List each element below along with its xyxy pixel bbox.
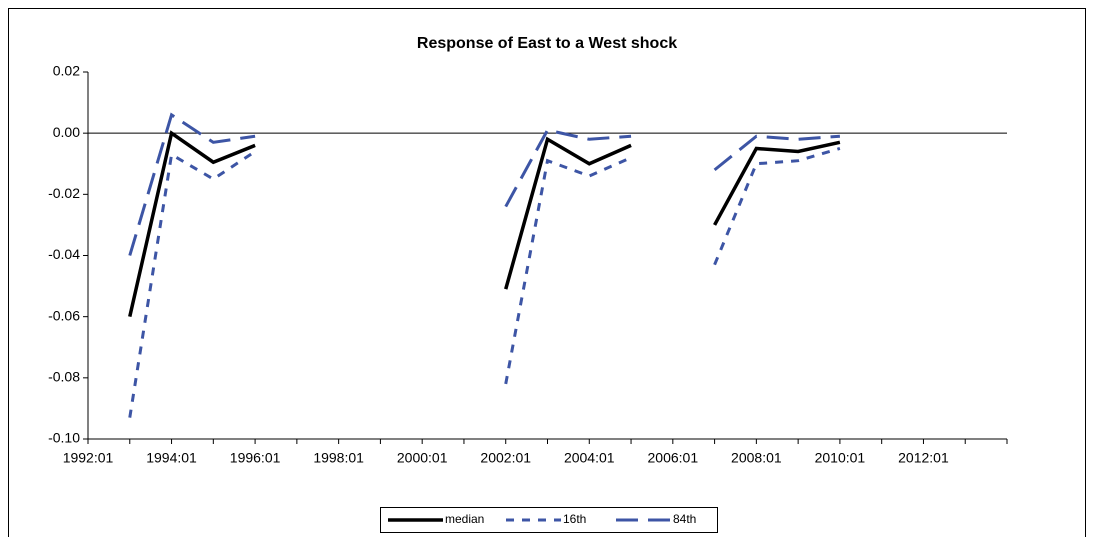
y-tick-label: -0.06 xyxy=(48,307,80,323)
x-tick-label: 1994:01 xyxy=(146,450,197,466)
y-tick-label: -0.08 xyxy=(48,369,80,385)
x-tick-label: 1998:01 xyxy=(313,450,364,466)
x-tick-label: 2004:01 xyxy=(564,450,615,466)
x-tick-label: 1996:01 xyxy=(230,450,281,466)
x-tick-label: 2000:01 xyxy=(397,450,448,466)
legend-label: 16th xyxy=(563,512,586,526)
y-tick-label: 0.00 xyxy=(53,124,80,140)
series-line xyxy=(128,130,841,318)
x-tick-label: 2002:01 xyxy=(480,450,531,466)
y-tick-label: 0.02 xyxy=(53,63,80,79)
legend-label: median xyxy=(445,512,484,526)
chart-frame xyxy=(8,8,1086,537)
x-tick-label: 1992:01 xyxy=(63,450,114,466)
series-line xyxy=(128,147,841,418)
y-tick-label: -0.04 xyxy=(48,246,80,262)
series-line xyxy=(128,112,841,256)
chart-title: Response of East to a West shock xyxy=(417,35,677,52)
y-tick-label: -0.02 xyxy=(48,185,80,201)
x-tick-label: 2012:01 xyxy=(898,450,949,466)
y-tick-label: -0.10 xyxy=(48,430,80,446)
legend-label: 84th xyxy=(673,512,696,526)
x-tick-label: 2008:01 xyxy=(731,450,782,466)
x-tick-label: 2006:01 xyxy=(648,450,699,466)
x-tick-label: 2010:01 xyxy=(815,450,866,466)
